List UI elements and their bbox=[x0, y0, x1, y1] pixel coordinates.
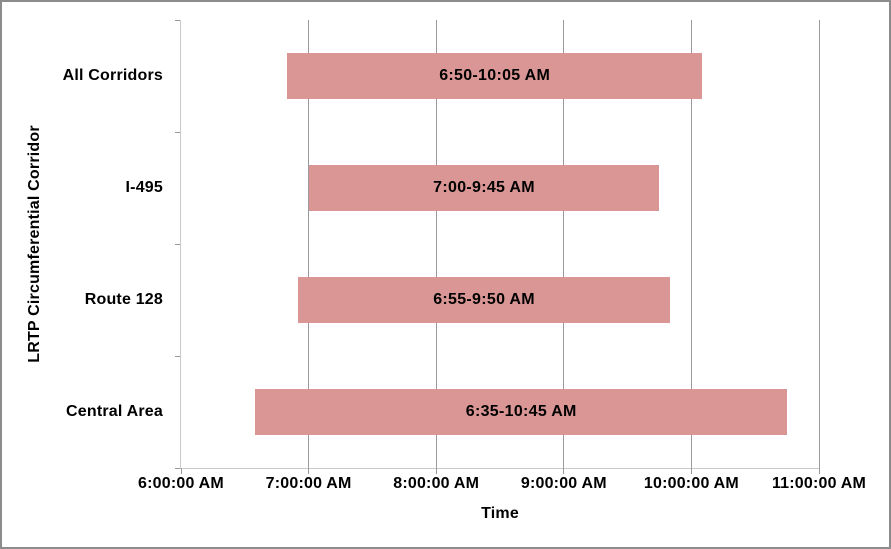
x-axis-tick-label: 7:00:00 AM bbox=[265, 475, 352, 492]
y-axis-category-labels: All Corridors I-495 Route 128 Central Area bbox=[2, 20, 172, 468]
bar: 6:35-10:45 AM bbox=[255, 389, 788, 435]
bar-label: 7:00-9:45 AM bbox=[433, 179, 535, 196]
y-axis-category-label: Route 128 bbox=[84, 291, 163, 308]
gridline bbox=[563, 20, 565, 468]
bar-label: 6:55-9:50 AM bbox=[433, 291, 535, 308]
y-axis-category-label: Central Area bbox=[66, 403, 163, 420]
y-axis-tick bbox=[175, 132, 180, 133]
y-axis-tick bbox=[175, 356, 180, 357]
x-axis-tick bbox=[435, 468, 437, 474]
x-axis-tick-label: 10:00:00 AM bbox=[643, 475, 739, 492]
x-axis-tick-label: 11:00:00 AM bbox=[771, 475, 867, 492]
y-axis-tick bbox=[175, 20, 180, 21]
x-axis-tick-label: 9:00:00 AM bbox=[520, 475, 607, 492]
gridline bbox=[308, 20, 310, 468]
y-axis-category-label: I-495 bbox=[125, 179, 163, 196]
y-axis-tick bbox=[175, 244, 180, 245]
y-axis-line bbox=[180, 20, 181, 469]
x-axis-line bbox=[181, 468, 820, 469]
x-axis-tick bbox=[308, 468, 310, 474]
bar: 6:50-10:05 AM bbox=[287, 53, 703, 99]
x-axis-tick-label: 6:00:00 AM bbox=[138, 475, 224, 492]
plot-area: 6:50-10:05 AM 7:00-9:45 AM 6:55-9:50 AM 6:3… bbox=[181, 20, 820, 468]
y-axis-tick bbox=[175, 468, 180, 469]
x-axis-tick bbox=[563, 468, 565, 474]
gridline bbox=[818, 20, 820, 468]
bar: 7:00-9:45 AM bbox=[308, 165, 660, 211]
bar: 6:55-9:50 AM bbox=[297, 277, 671, 323]
x-axis-tick bbox=[818, 468, 820, 474]
x-axis-title: Time bbox=[481, 505, 519, 522]
gridline bbox=[690, 20, 692, 468]
x-axis-tick-label: 8:00:00 AM bbox=[393, 475, 480, 492]
bar-label: 6:50-10:05 AM bbox=[439, 67, 551, 84]
bar-label: 6:35-10:45 AM bbox=[465, 403, 577, 420]
x-axis-tick bbox=[690, 468, 692, 474]
y-axis-category-label: All Corridors bbox=[62, 67, 163, 84]
gridline bbox=[435, 20, 437, 468]
x-axis-tick bbox=[180, 468, 182, 474]
